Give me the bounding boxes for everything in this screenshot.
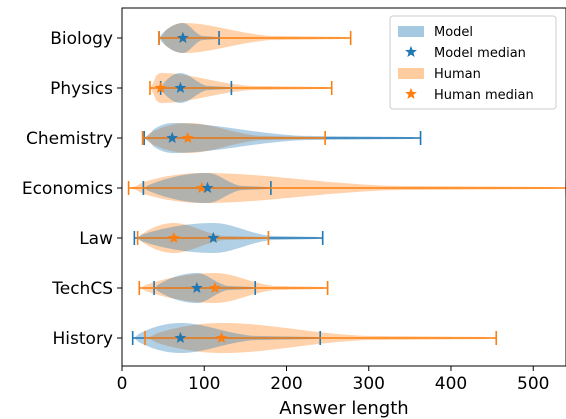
- median-human-law: [167, 231, 180, 244]
- legend-swatch-model: [398, 26, 424, 37]
- x-axis: 0 100 200 300 400 500: [117, 366, 549, 394]
- median-human-chemistry: [181, 131, 194, 144]
- legend-swatch-human-median: [405, 87, 417, 100]
- y-tick-label-chemistry: Chemistry: [26, 129, 113, 149]
- y-tick-label-biology: Biology: [50, 29, 113, 49]
- y-tick-label-law: Law: [79, 229, 113, 249]
- x-tick-label-300: 300: [353, 374, 385, 394]
- median-human-techcs: [209, 281, 221, 294]
- median-model-techcs: [190, 281, 203, 294]
- x-axis-title: Answer length: [279, 398, 408, 419]
- legend-swatch-human: [398, 68, 424, 79]
- median-model-biology: [176, 31, 189, 44]
- legend-swatch-model-median: [405, 45, 417, 58]
- median-human-physics: [154, 81, 167, 94]
- median-model-history: [174, 331, 187, 344]
- y-tick-label-history: History: [53, 329, 113, 349]
- legend-label-model-median: Model median: [434, 46, 526, 61]
- median-human-economics: [195, 181, 208, 194]
- median-human-history: [215, 331, 228, 344]
- median-marker-layer: [154, 31, 228, 344]
- legend: Model Model median Human Human median: [389, 15, 557, 110]
- x-tick-label-0: 0: [117, 374, 128, 394]
- x-tick-label-200: 200: [270, 374, 302, 394]
- median-model-physics: [174, 81, 187, 94]
- x-tick-label-500: 500: [517, 374, 549, 394]
- y-axis: Biology Physics Chemistry Economics Law TechC…: [22, 29, 122, 349]
- median-model-chemistry: [166, 131, 179, 144]
- legend-label-human-median: Human median: [434, 88, 534, 103]
- y-tick-label-economics: Economics: [22, 179, 113, 199]
- median-model-economics: [201, 181, 214, 194]
- legend-label-model: Model: [434, 25, 473, 40]
- y-tick-label-physics: Physics: [50, 79, 113, 99]
- x-tick-label-400: 400: [435, 374, 467, 394]
- plot-frame: [121, 7, 566, 367]
- x-tick-label-100: 100: [188, 374, 220, 394]
- median-model-law: [207, 231, 220, 244]
- y-tick-label-techcs: TechCS: [51, 279, 113, 299]
- legend-label-human: Human: [434, 67, 481, 82]
- legend-box: [389, 15, 557, 110]
